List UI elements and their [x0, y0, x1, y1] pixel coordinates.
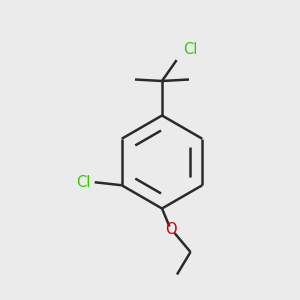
- Text: Cl: Cl: [183, 42, 197, 57]
- Text: Cl: Cl: [76, 175, 90, 190]
- Text: O: O: [165, 222, 177, 237]
